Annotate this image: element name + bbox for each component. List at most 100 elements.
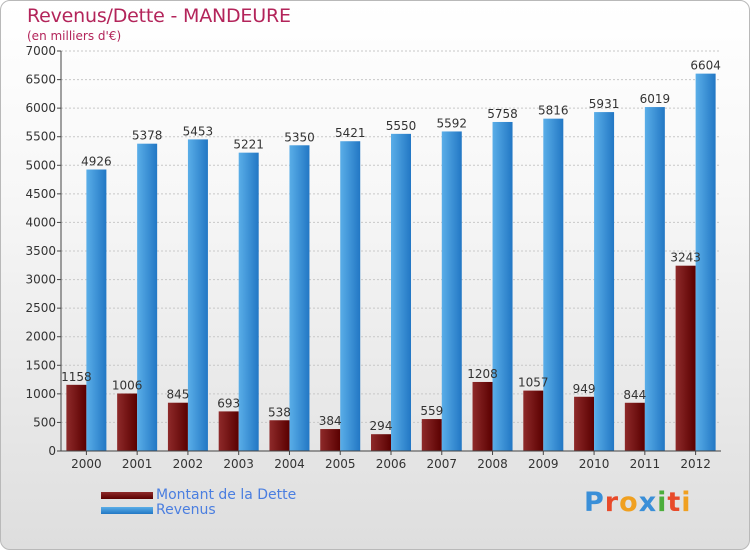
bar-debt-2001	[117, 393, 138, 451]
label-debt-2000: 1158	[61, 370, 92, 384]
logo-letter: o	[619, 487, 639, 518]
x-tick-label-2005: 2005	[325, 457, 356, 471]
label-debt-2005: 384	[319, 414, 342, 428]
bar-debt-2011	[624, 402, 645, 451]
label-debt-2006: 294	[370, 419, 393, 433]
legend-item-revenue: Revenus	[101, 502, 216, 518]
label-revenue-2006: 5550	[386, 119, 417, 133]
y-tick-label: 2500	[25, 301, 56, 315]
legend-item-debt: Montant de la Dette	[101, 487, 296, 503]
bar-debt-2007	[421, 419, 442, 451]
gridlines	[61, 50, 721, 452]
x-tick-label-2000: 2000	[71, 457, 102, 471]
x-tick-label-2009: 2009	[528, 457, 559, 471]
y-tick-label: 5500	[25, 130, 56, 144]
label-revenue-2000: 4926	[81, 155, 112, 169]
bar-revenue-2002	[187, 139, 208, 451]
y-tick-label: 2000	[25, 330, 56, 344]
x-tick-label-2004: 2004	[274, 457, 305, 471]
label-revenue-2010: 5931	[589, 97, 620, 111]
logo-letter: P	[584, 487, 605, 518]
label-revenue-2009: 5816	[538, 104, 569, 118]
bar-debt-2004	[269, 420, 290, 451]
label-revenue-2002: 5453	[183, 124, 214, 138]
chart-subtitle: (en milliers d'€)	[27, 29, 122, 43]
data-labels: 1158 4926 1006 5378 845 5453 693 5221 538 5350 384…	[61, 59, 721, 434]
y-tick-label: 5000	[25, 158, 56, 172]
legend-label-debt: Montant de la Dette	[156, 487, 297, 503]
bar-revenue-2010	[594, 112, 615, 451]
axes: 0 500 1000 1500 2000 2500 3000 3500 4000 4500 5000…	[25, 44, 721, 471]
x-tick-label-2001: 2001	[122, 457, 153, 471]
proxiti-logo: Proxiti	[584, 487, 692, 518]
x-tick-label-2002: 2002	[173, 457, 204, 471]
logo-letter: r	[604, 487, 620, 518]
logo-letter: i	[657, 487, 668, 518]
bar-revenue-2004	[289, 145, 310, 452]
label-debt-2009: 1057	[518, 376, 549, 390]
label-debt-2008: 1208	[467, 367, 498, 381]
label-debt-2011: 844	[623, 388, 646, 402]
y-tick-label: 6500	[25, 73, 56, 87]
y-tick-label: 1000	[25, 387, 56, 401]
x-tick-label-2006: 2006	[376, 457, 407, 471]
bar-revenue-2005	[340, 141, 361, 451]
bar-debt-2006	[371, 434, 391, 451]
bar-debt-2002	[167, 402, 188, 451]
y-tick-label: 0	[48, 444, 56, 458]
label-revenue-2011: 6019	[640, 92, 671, 106]
label-revenue-2012: 6604	[690, 59, 721, 73]
y-tick-label: 7000	[25, 44, 56, 58]
label-revenue-2001: 5378	[132, 129, 163, 143]
label-revenue-2005: 5421	[335, 126, 366, 140]
y-tick-label: 3000	[25, 273, 56, 287]
bars	[66, 73, 716, 452]
x-tick-label-2008: 2008	[477, 457, 508, 471]
x-tick-label-2011: 2011	[630, 457, 661, 471]
legend-swatch-debt	[101, 491, 153, 499]
bar-debt-2009	[523, 390, 544, 451]
bar-debt-2000	[66, 384, 87, 451]
bar-revenue-2008	[492, 121, 513, 451]
label-debt-2007: 559	[420, 404, 443, 418]
logo-letter: x	[638, 487, 658, 518]
x-tick-label-2007: 2007	[426, 457, 457, 471]
label-debt-2002: 845	[166, 388, 189, 402]
label-revenue-2008: 5758	[487, 107, 518, 121]
legend-label-revenue: Revenus	[156, 502, 216, 518]
bar-revenue-2006	[391, 133, 411, 451]
label-revenue-2007: 5592	[436, 116, 467, 130]
bar-revenue-2001	[137, 143, 158, 451]
label-debt-2004: 538	[268, 405, 291, 419]
chart-title: Revenus/Dette - MANDEURE	[27, 5, 291, 27]
bar-revenue-2009	[543, 118, 564, 452]
label-debt-2001: 1006	[112, 379, 143, 393]
legend-swatch-revenue	[101, 506, 153, 514]
bar-debt-2012	[675, 265, 696, 451]
bar-revenue-2003	[238, 152, 259, 451]
bar-debt-2008	[472, 381, 493, 451]
label-revenue-2003: 5221	[233, 138, 264, 152]
bar-revenue-2000	[86, 169, 107, 451]
bar-debt-2010	[574, 396, 595, 451]
x-tick-label-2010: 2010	[579, 457, 610, 471]
y-tick-label: 1500	[25, 358, 56, 372]
x-tick-label-2012: 2012	[680, 457, 711, 471]
logo-letter: i	[681, 487, 692, 518]
logo-letter: t	[667, 487, 682, 518]
bar-debt-2005	[320, 429, 341, 451]
x-tick-label-2003: 2003	[223, 457, 254, 471]
y-tick-label: 500	[33, 415, 56, 429]
y-tick-label: 4500	[25, 187, 56, 201]
bar-revenue-2011	[644, 107, 665, 452]
y-tick-label: 6000	[25, 101, 56, 115]
bar-revenue-2012	[695, 73, 716, 451]
label-debt-2010: 949	[573, 382, 596, 396]
label-debt-2003: 693	[217, 396, 240, 410]
y-tick-label: 4000	[25, 215, 56, 229]
bar-debt-2003	[218, 411, 239, 451]
y-tick-label: 3500	[25, 244, 56, 258]
label-debt-2012: 3243	[670, 251, 701, 265]
